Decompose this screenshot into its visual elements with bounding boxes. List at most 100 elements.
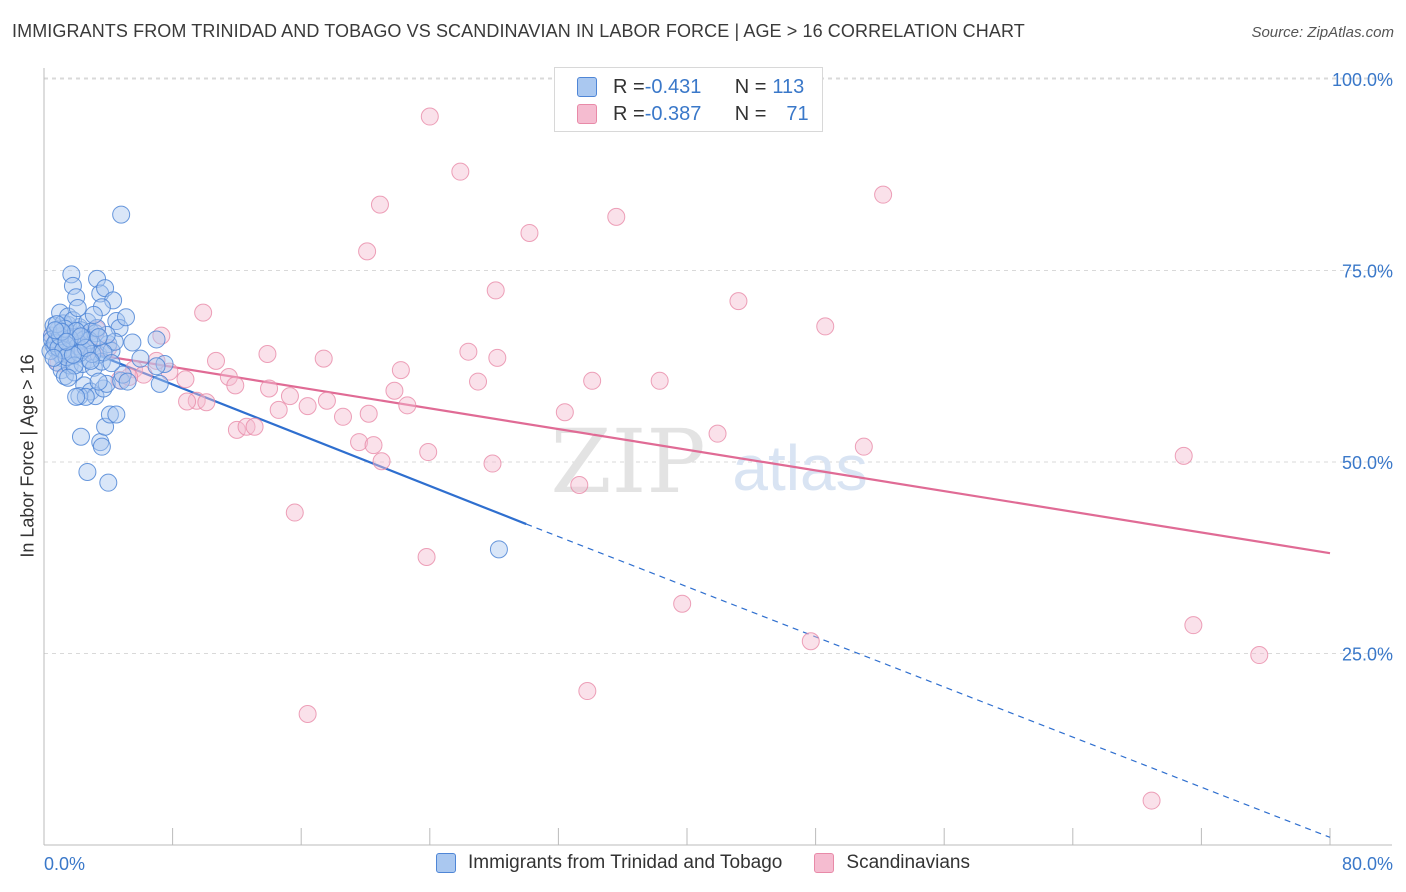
- scandinavians-point: [854, 437, 873, 456]
- scandinavians-point: [708, 424, 727, 443]
- legend-label: Immigrants from Trinidad and Tobago: [468, 852, 783, 873]
- x-tick-label: 80.0%: [1342, 854, 1393, 874]
- scandinavians-point: [314, 349, 333, 368]
- trinidad-tobago-point: [118, 372, 137, 391]
- scandinavians-point: [488, 348, 507, 367]
- scandinavians-point: [729, 292, 748, 311]
- legend-n-label: N =: [734, 75, 767, 98]
- trinidad-tobago-point: [489, 540, 508, 559]
- scandinavians-point: [874, 185, 893, 204]
- scandinavians-point: [483, 454, 502, 473]
- trinidad-tobago-point: [112, 371, 131, 390]
- scandinavians-point: [350, 433, 369, 452]
- trinidad-tobago-point: [52, 322, 71, 341]
- grid-lines: [44, 77, 1392, 654]
- scandinavians-point: [194, 303, 213, 322]
- scandinavians-point: [385, 381, 404, 400]
- scandinavians-point: [1142, 791, 1161, 810]
- scandinavians-point: [469, 372, 488, 391]
- scandinavians-point: [358, 242, 377, 261]
- legend-r-value: -0.431: [644, 75, 702, 98]
- trinidad-tobago-point: [116, 308, 135, 327]
- scandinavians-point: [570, 475, 589, 494]
- trinidad-tobago-point: [112, 205, 131, 224]
- legend-row-blue: R = -0.431 N = 113: [577, 74, 804, 100]
- y-tick-label: 50.0%: [1342, 453, 1393, 473]
- scandinavians-point: [801, 632, 820, 651]
- trinidad-tobago-point: [147, 357, 166, 376]
- tick-labels: 25.0% 50.0% 75.0% 100.0% 0.0% 80.0%: [44, 70, 1393, 874]
- scandinavians-point: [417, 547, 436, 566]
- scandinavians-point: [583, 371, 602, 390]
- trinidad-tobago-point: [150, 374, 169, 393]
- scandinavians-point: [555, 403, 574, 422]
- scandinavians-point: [364, 436, 383, 455]
- trinidad-tobago-point: [62, 265, 81, 284]
- legend-label: Scandinavians: [846, 852, 970, 873]
- trinidad-tobago-point: [81, 351, 100, 370]
- scandinavians-point: [285, 503, 304, 522]
- legend-row-pink: R = -0.387 N = 71: [577, 101, 809, 127]
- trinidad-tobago-point: [84, 305, 103, 324]
- scandinavians-point: [370, 195, 389, 214]
- trinidad-tobago-point: [92, 437, 111, 456]
- scandinavians-point: [1174, 446, 1193, 465]
- watermark-zip: ZIP: [550, 410, 705, 513]
- trinidad-tobago-point: [107, 405, 126, 424]
- scandinavians-point: [260, 379, 279, 398]
- scandinavians-point: [176, 370, 195, 389]
- scandinavians-point: [359, 404, 378, 423]
- scandinavians-point: [197, 393, 216, 412]
- scandinavians-point: [245, 417, 264, 436]
- scandinavians-point: [650, 371, 669, 390]
- scandinavians-point: [419, 443, 438, 462]
- trinidad-tobago-point: [44, 348, 63, 367]
- scandinavians-point: [317, 391, 336, 410]
- scandinavians-trend-line: [48, 346, 1331, 555]
- scandinavians-point: [420, 107, 439, 126]
- scandinavians-point: [607, 207, 626, 226]
- scandinavians-point: [258, 344, 277, 363]
- y-tick-label: 25.0%: [1342, 645, 1393, 665]
- legend-r-value: -0.387: [644, 102, 702, 125]
- trinidad-tobago-point: [89, 372, 108, 391]
- legend-n-label: N =: [734, 102, 767, 125]
- trinidad-tobago-point: [46, 321, 65, 340]
- trinidad-tobago-point: [89, 328, 108, 347]
- scandinavians-point: [1184, 616, 1203, 635]
- y-tick-label: 100.0%: [1332, 70, 1393, 90]
- trinidad-tobago-point: [147, 330, 166, 349]
- trinidad-tobago-point: [68, 299, 87, 318]
- trinidad-tobago-point: [123, 333, 142, 352]
- scandinavians-point: [578, 682, 597, 701]
- trinidad-trend-extension: [526, 523, 1331, 838]
- legend-item-scandinavians[interactable]: Scandinavians: [814, 852, 970, 874]
- scandinavians-point: [298, 397, 317, 416]
- trinidad-tobago-point: [67, 387, 86, 406]
- y-tick-label: 75.0%: [1342, 262, 1393, 282]
- scandinavians-point: [269, 400, 288, 419]
- source-label: Source: ZipAtlas.com: [1251, 24, 1394, 41]
- scandinavians-point: [451, 162, 470, 181]
- trinidad-tobago-points: [41, 205, 508, 559]
- trinidad-trend-line: [48, 334, 527, 526]
- pink-swatch-icon: [577, 104, 597, 124]
- trinidad-tobago-point: [100, 405, 119, 424]
- blue-swatch-icon: [436, 853, 457, 873]
- correlation-legend: R = -0.431 N = 113 R = -0.387 N = 71: [554, 67, 823, 132]
- pink-swatch-icon: [814, 853, 835, 873]
- legend-r-label: R =: [613, 75, 645, 98]
- scandinavians-point: [333, 407, 352, 426]
- x-tick-label: 0.0%: [44, 854, 85, 874]
- legend-item-trinidad[interactable]: Immigrants from Trinidad and Tobago: [436, 852, 782, 874]
- scandinavians-point: [226, 376, 245, 395]
- scandinavians-point: [520, 223, 539, 242]
- trinidad-tobago-point: [57, 332, 76, 351]
- trinidad-tobago-point: [131, 349, 150, 368]
- legend-r-label: R =: [613, 102, 645, 125]
- scandinavians-point: [816, 317, 835, 336]
- trinidad-tobago-point: [63, 345, 82, 364]
- scandinavians-point: [207, 351, 226, 370]
- trinidad-tobago-point: [102, 354, 121, 373]
